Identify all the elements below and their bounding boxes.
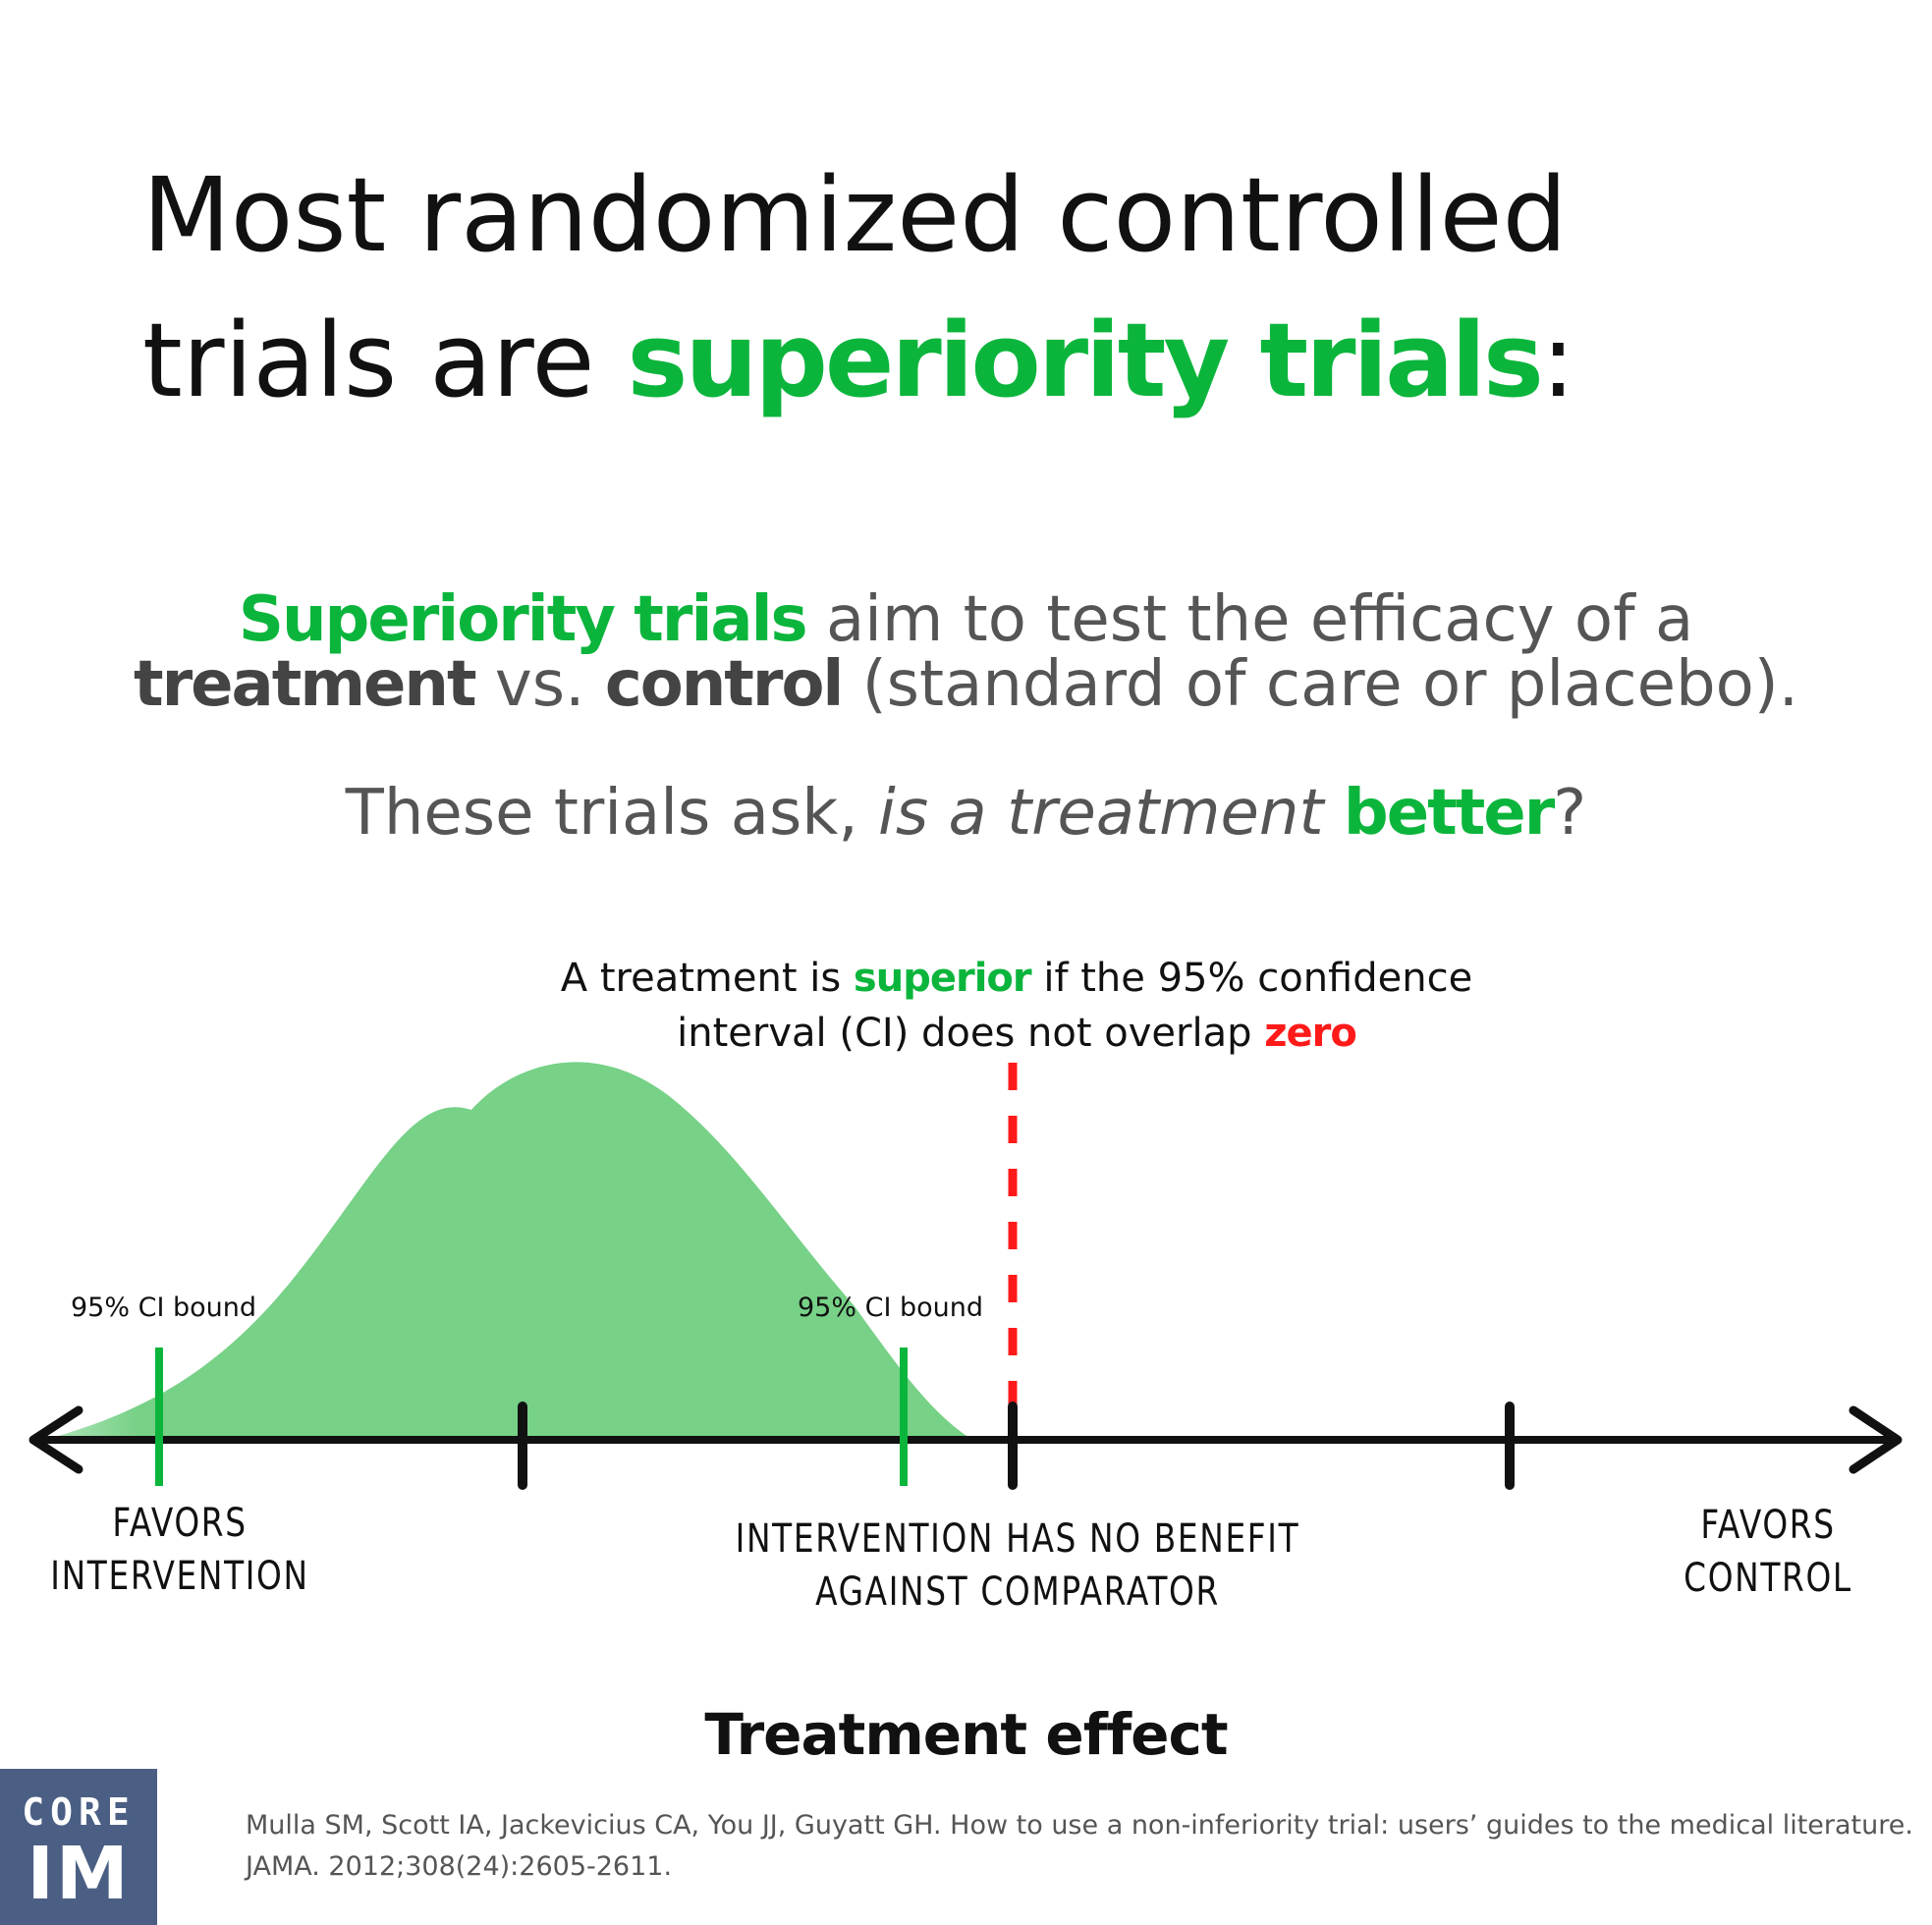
ci-label-right: 95% CI bound bbox=[798, 1292, 984, 1323]
intro-treatment: treatment bbox=[133, 648, 477, 721]
confidence-curve bbox=[44, 1062, 972, 1440]
intro-text: Superiority trials aim to test the effic… bbox=[0, 587, 1932, 717]
favors-control-line-2: CONTROL bbox=[1684, 1556, 1852, 1601]
no-benefit-line-2: AGAINST COMPARATOR bbox=[815, 1569, 1220, 1615]
no-benefit-line-1: INTERVENTION HAS NO BENEFIT bbox=[735, 1516, 1300, 1562]
intro-part-2: vs. bbox=[474, 648, 605, 721]
title-line-1: Most randomized controlled bbox=[142, 155, 1568, 275]
caption-part-2: if the 95% confidence interval (CI) does… bbox=[677, 956, 1473, 1056]
question-italic: is a treatment bbox=[878, 777, 1344, 850]
intro-part-1: aim to test the efficacy of a bbox=[805, 583, 1694, 656]
citation: Mulla SM, Scott IA, Jackevicius CA, You … bbox=[246, 1810, 1913, 1882]
favors-intervention-label: FAVORS INTERVENTION bbox=[39, 1497, 321, 1603]
question-prefix: These trials ask, bbox=[345, 777, 879, 850]
favors-intervention-line-2: INTERVENTION bbox=[50, 1554, 309, 1599]
favors-intervention-line-1: FAVORS bbox=[112, 1501, 248, 1546]
intro-highlight: Superiority trials bbox=[238, 583, 808, 656]
title-line-2-prefix: trials are bbox=[142, 301, 628, 420]
intro-control: control bbox=[604, 648, 845, 721]
no-benefit-label: INTERVENTION HAS NO BENEFIT AGAINST COMP… bbox=[663, 1512, 1372, 1619]
core-im-logo: CORE IM bbox=[0, 1769, 157, 1925]
question-text: These trials ask, is a treatment better? bbox=[0, 774, 1932, 852]
logo-top-text: CORE bbox=[22, 1790, 136, 1834]
page-title: Most randomized controlled trials are su… bbox=[142, 142, 1871, 433]
caption-part-1: A treatment is bbox=[560, 956, 854, 1001]
x-axis-label: Treatment effect bbox=[704, 1701, 1228, 1768]
favors-control-label: FAVORS CONTROL bbox=[1647, 1499, 1889, 1605]
left-arrowhead bbox=[28, 1405, 83, 1474]
superiority-caption: A treatment is superior if the 95% confi… bbox=[530, 951, 1503, 1061]
title-colon: : bbox=[1540, 301, 1575, 420]
intro-part-3: (standard of care or placebo). bbox=[842, 648, 1799, 721]
ci-label-left: 95% CI bound bbox=[71, 1292, 257, 1323]
question-suffix: ? bbox=[1553, 777, 1587, 850]
right-arrowhead bbox=[1849, 1405, 1903, 1474]
caption-highlight: superior bbox=[853, 956, 1032, 1001]
title-highlight: superiority trials bbox=[627, 301, 1544, 420]
favors-control-line-1: FAVORS bbox=[1700, 1503, 1836, 1548]
logo-bottom-text: IM bbox=[27, 1832, 131, 1916]
question-highlight: better bbox=[1343, 777, 1555, 850]
caption-zero: zero bbox=[1264, 1011, 1357, 1056]
